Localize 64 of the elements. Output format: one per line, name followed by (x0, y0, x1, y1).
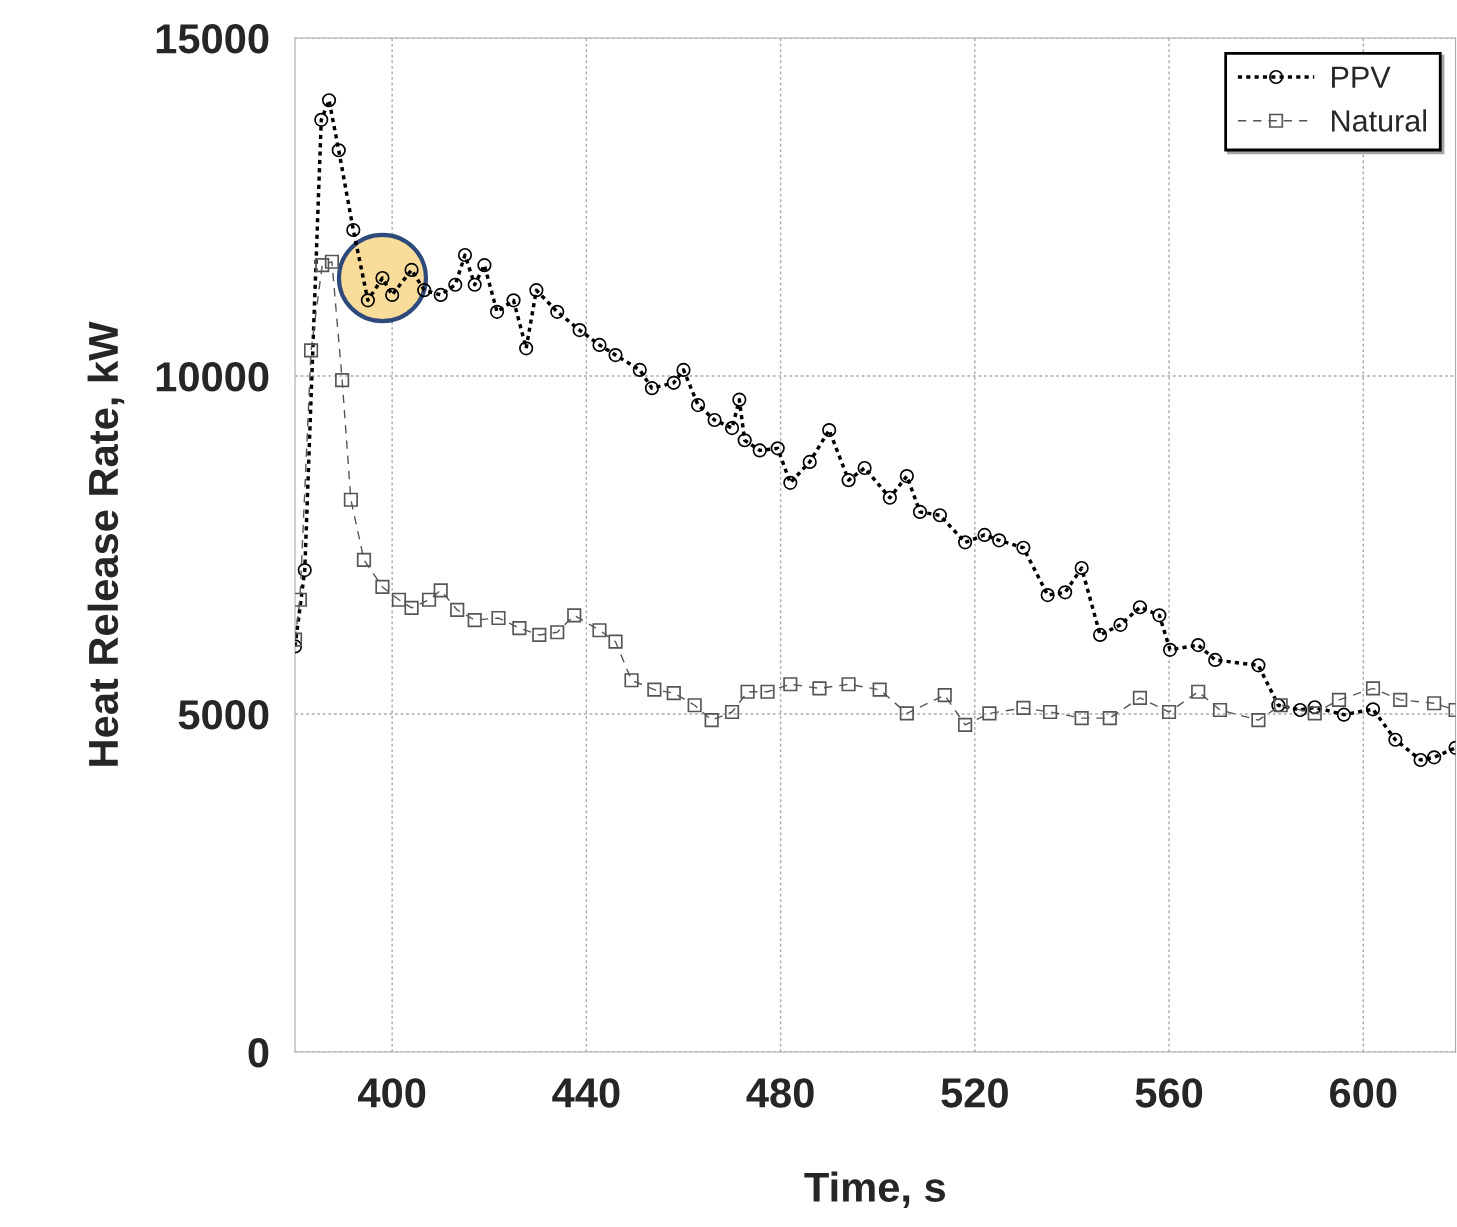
point (982, 706, 997, 721)
point (324, 254, 340, 269)
x-tick-label: 480 (746, 1078, 814, 1108)
point (1212, 702, 1228, 718)
point (666, 685, 681, 701)
x-tick-label: 560 (1135, 1078, 1203, 1108)
point (841, 677, 856, 692)
point (1161, 704, 1177, 720)
point (1016, 700, 1031, 716)
point (899, 706, 914, 721)
point (812, 681, 827, 696)
point (624, 673, 639, 688)
point (783, 677, 798, 692)
point (532, 627, 547, 643)
point (404, 600, 419, 615)
point (724, 704, 740, 720)
point (391, 592, 407, 607)
point (1365, 681, 1381, 696)
y-tick-label: 15000 (156, 24, 269, 54)
point (491, 610, 506, 626)
point (512, 621, 527, 636)
x-tick-label: 520 (941, 1078, 1008, 1108)
point (1331, 692, 1347, 707)
point (303, 343, 319, 358)
point (375, 579, 390, 595)
point (550, 625, 565, 640)
point (315, 258, 330, 273)
point (608, 634, 623, 649)
point (1251, 713, 1266, 728)
y-tick-label: 10000 (156, 362, 269, 392)
x-tick-label: 440 (552, 1078, 620, 1108)
point (760, 684, 775, 699)
point (343, 492, 358, 507)
point (647, 682, 662, 697)
point (1132, 690, 1148, 705)
point (467, 612, 482, 628)
point (740, 684, 755, 699)
point (1043, 704, 1058, 720)
point (872, 682, 887, 697)
point (421, 592, 437, 607)
y-tick-label: 5000 (178, 700, 269, 730)
point (704, 713, 719, 728)
point (335, 373, 350, 388)
point (1074, 711, 1089, 726)
point (567, 608, 582, 623)
point (1393, 692, 1408, 707)
point (1427, 696, 1442, 711)
point (1191, 684, 1206, 699)
point (937, 688, 952, 703)
point (356, 552, 372, 567)
x-axis-title: Time, s (804, 1171, 946, 1209)
y-tick-label: 0 (248, 1038, 269, 1068)
legend-label: Natural (1332, 109, 1427, 132)
point (1102, 711, 1117, 726)
y-axis-title: Heat Release Rate, kW (87, 321, 125, 766)
point (450, 602, 465, 618)
x-tick-label: 600 (1330, 1078, 1397, 1108)
point (687, 698, 702, 713)
point (592, 623, 607, 638)
legend-label: PPV (1332, 66, 1391, 88)
point (1307, 706, 1322, 721)
x-tick-label: 400 (358, 1078, 426, 1108)
point (433, 583, 448, 598)
point (958, 717, 973, 732)
